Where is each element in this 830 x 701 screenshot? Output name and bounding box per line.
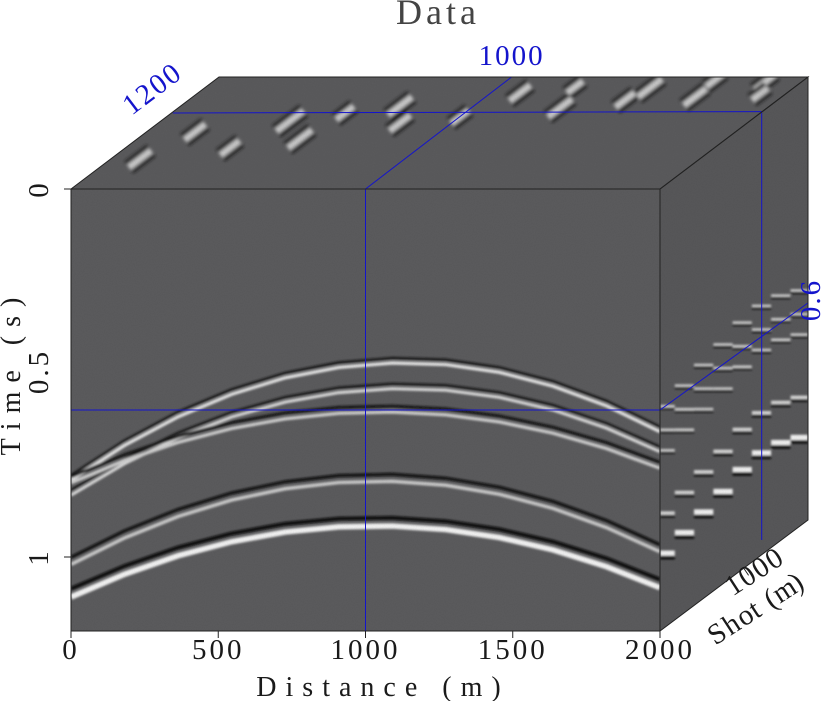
svg-text:1: 1	[23, 548, 55, 566]
svg-text:1000: 1000	[331, 634, 401, 666]
svg-text:Time (s): Time (s)	[0, 289, 27, 456]
svg-text:0: 0	[23, 180, 55, 198]
svg-text:0.5: 0.5	[23, 349, 55, 394]
svg-text:Distance (m): Distance (m)	[256, 672, 509, 701]
svg-text:0: 0	[62, 634, 80, 666]
svg-text:2000: 2000	[625, 634, 695, 666]
svg-text:500: 500	[192, 634, 245, 666]
svg-text:0.6: 0.6	[795, 279, 827, 321]
svg-text:Data: Data	[396, 0, 480, 32]
svg-text:1000: 1000	[479, 40, 545, 72]
svg-text:1500: 1500	[478, 634, 548, 666]
